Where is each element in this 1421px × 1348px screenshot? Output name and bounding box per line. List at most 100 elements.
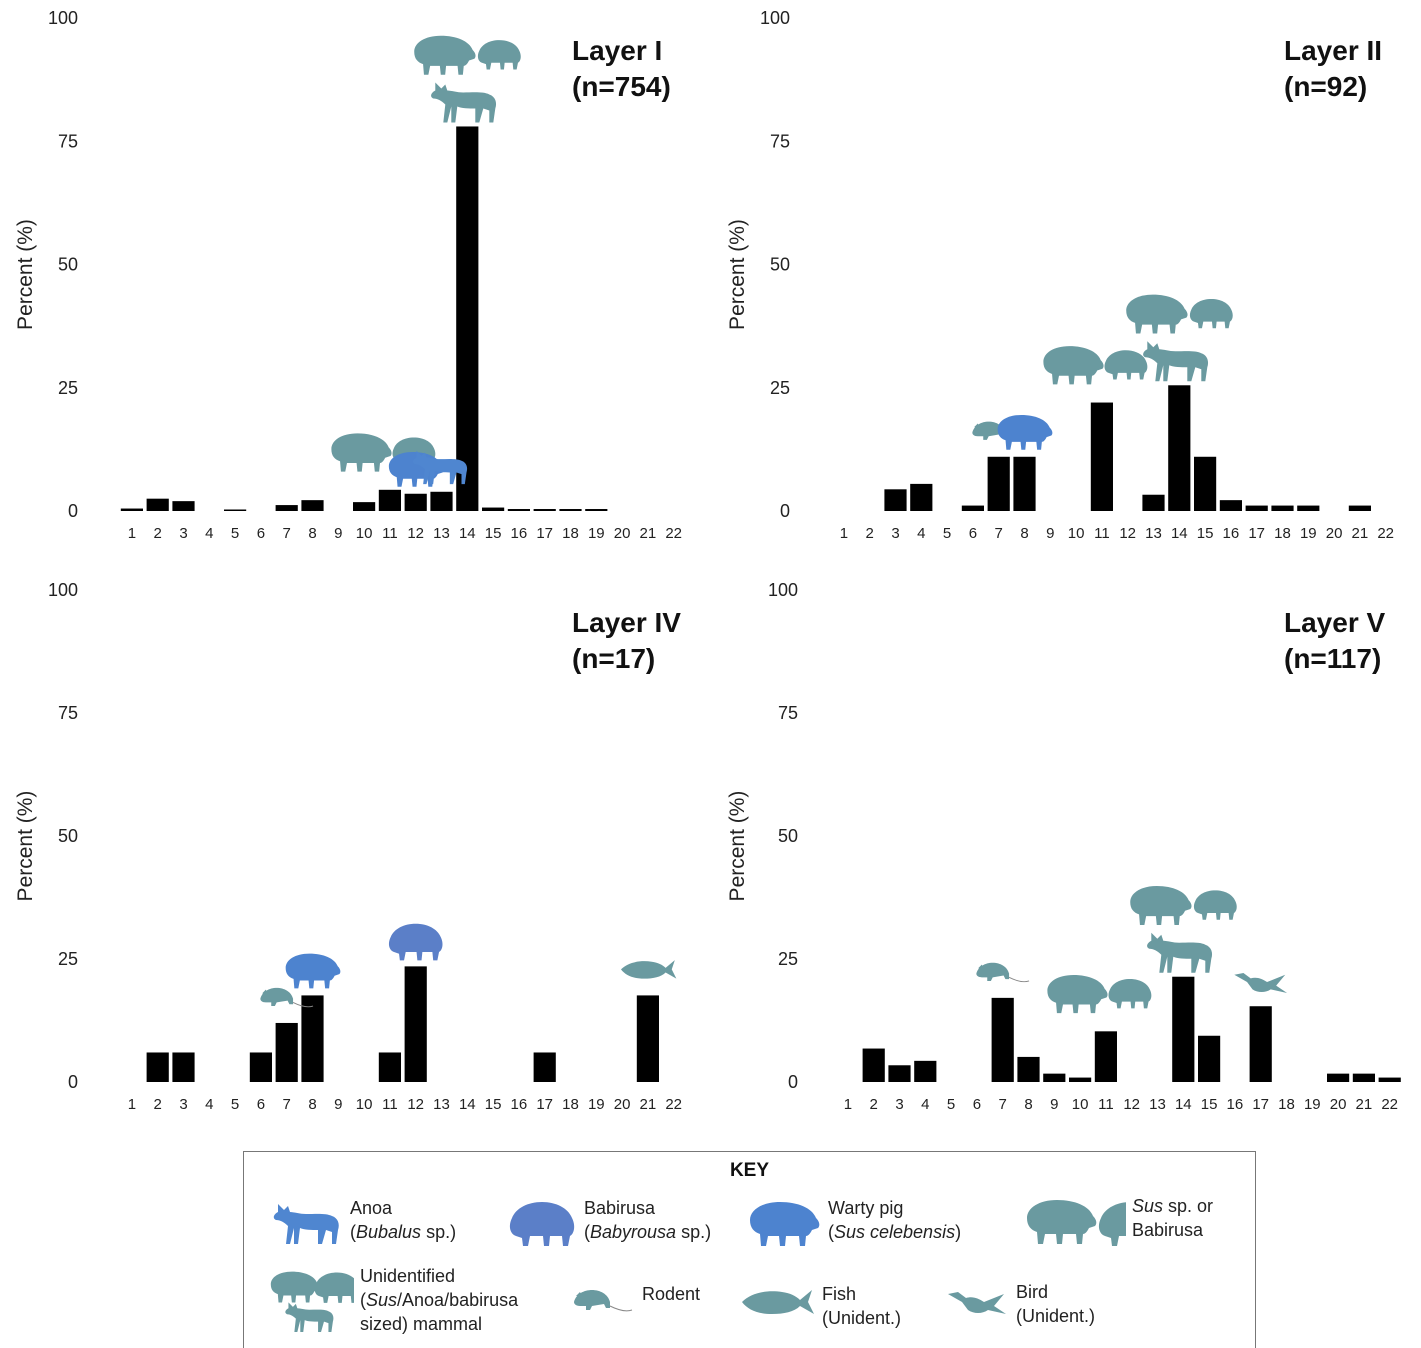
babirusa-icon bbox=[506, 1196, 578, 1248]
panel-1-bar-18 bbox=[559, 509, 582, 511]
panel-2-xtick-label: 5 bbox=[943, 525, 951, 542]
panel-2-xtick-label: 18 bbox=[1274, 525, 1291, 542]
panel-4-xtick-label: 13 bbox=[1149, 1096, 1166, 1113]
panel-1-bar-10 bbox=[353, 502, 376, 511]
panel-4-bar-20 bbox=[1327, 1073, 1350, 1082]
panel-2-xtick-label: 11 bbox=[1094, 525, 1110, 542]
key-item-babirusa: Babirusa (Babyrousa sp.) bbox=[506, 1196, 711, 1248]
panel-4-xtick-label: 8 bbox=[1024, 1096, 1032, 1113]
panel-4-xtick-label: 22 bbox=[1381, 1096, 1398, 1113]
key-rodent-label: Rodent bbox=[642, 1284, 701, 1304]
panel-2-bar-8 bbox=[1013, 456, 1036, 511]
key-bird-line1: Bird bbox=[1016, 1282, 1049, 1302]
panel-2-title: Layer II bbox=[1284, 35, 1382, 66]
panel-2-xtick-label: 3 bbox=[891, 525, 899, 542]
key-fish-line2: (Unident.) bbox=[822, 1308, 902, 1328]
panel-4-xtick-label: 4 bbox=[921, 1096, 929, 1113]
panel-4-bird-icon bbox=[1234, 972, 1288, 993]
panel-1-xtick-label: 10 bbox=[356, 525, 373, 542]
key-babirusa-line1: Babirusa bbox=[584, 1198, 656, 1218]
panel-4-bar-3 bbox=[888, 1065, 911, 1082]
panel-1-xtick-label: 5 bbox=[231, 525, 239, 542]
panel-3-bar-11 bbox=[378, 1052, 401, 1082]
key-warty-pig-line1: Warty pig bbox=[828, 1198, 904, 1218]
panel-2-bar-15 bbox=[1194, 456, 1217, 511]
panel-1-xtick-label: 3 bbox=[179, 525, 187, 542]
panel-1-ytick-label: 100 bbox=[48, 8, 78, 28]
panel-1-bar-3 bbox=[172, 501, 195, 511]
panel-2-bar-19 bbox=[1297, 505, 1320, 511]
key-warty-pig-latin: Sus celebensis bbox=[834, 1222, 956, 1242]
key-anoa-latin: Bubalus bbox=[356, 1222, 422, 1242]
fish-icon bbox=[738, 1282, 816, 1322]
panel-2-bar-18 bbox=[1271, 505, 1294, 511]
panel-3-xtick-label: 4 bbox=[205, 1096, 213, 1113]
panel-1-xtick-label: 19 bbox=[588, 525, 605, 542]
panel-1-bar-12 bbox=[404, 493, 427, 511]
panel-4-bar-11 bbox=[1094, 1031, 1117, 1082]
key-title: KEY bbox=[729, 1160, 770, 1181]
panel-2-xtick-label: 10 bbox=[1068, 525, 1085, 542]
panel-4-xtick-label: 19 bbox=[1304, 1096, 1321, 1113]
panel-3-bar-7 bbox=[275, 1022, 298, 1082]
panel-3-xtick-label: 5 bbox=[231, 1096, 239, 1113]
panel-3-bar-3 bbox=[172, 1052, 195, 1082]
panel-2-ytick-label: 100 bbox=[760, 8, 790, 28]
panel-2-bar-6 bbox=[961, 505, 984, 511]
panel-1-xtick-label: 7 bbox=[283, 525, 291, 542]
panel-4-xtick-label: 1 bbox=[844, 1096, 852, 1113]
panel-3-bar-17 bbox=[533, 1052, 556, 1082]
panel-4-bar-7 bbox=[991, 997, 1014, 1082]
panel-1-xtick-label: 14 bbox=[459, 525, 476, 542]
panel-2-xtick-label: 9 bbox=[1046, 525, 1054, 542]
panel-4-bar-9 bbox=[1043, 1073, 1066, 1082]
panel-2-xtick-label: 7 bbox=[995, 525, 1003, 542]
panel-3-xtick-label: 13 bbox=[433, 1096, 450, 1113]
panel-3-subtitle: (n=17) bbox=[572, 643, 655, 674]
panel-4-y-axis-title: Percent (%) bbox=[726, 791, 749, 902]
panel-3-xtick-label: 14 bbox=[459, 1096, 476, 1113]
panel-3-title: Layer IV bbox=[572, 607, 681, 638]
panel-2-ytick-label: 0 bbox=[780, 501, 790, 521]
panel-4-xtick-label: 2 bbox=[870, 1096, 878, 1113]
panel-2-xtick-label: 6 bbox=[969, 525, 977, 542]
panel-3-xtick-label: 21 bbox=[640, 1096, 657, 1113]
panel-3-xtick-label: 22 bbox=[665, 1096, 682, 1113]
panel-2-xtick-label: 17 bbox=[1248, 525, 1265, 542]
panel-1-xtick-label: 4 bbox=[205, 525, 213, 542]
panel-3-xtick-label: 19 bbox=[588, 1096, 605, 1113]
panel-1-xtick-label: 13 bbox=[433, 525, 450, 542]
panel-2-bar-14 bbox=[1168, 385, 1191, 511]
panel-4-xtick-label: 10 bbox=[1072, 1096, 1089, 1113]
panel-3-xtick-label: 18 bbox=[562, 1096, 579, 1113]
panel-4-bar-22 bbox=[1378, 1077, 1401, 1082]
panel-2-ytick-label: 25 bbox=[770, 378, 790, 398]
panel-3-ytick-label: 0 bbox=[68, 1072, 78, 1092]
panel-2-bar-4 bbox=[910, 483, 933, 511]
panel-1-xtick-label: 17 bbox=[536, 525, 553, 542]
panel-3-xtick-label: 17 bbox=[536, 1096, 553, 1113]
panel-4-bar-2 bbox=[862, 1048, 885, 1082]
panel-1-bar-19 bbox=[585, 509, 608, 511]
warty-pig-icon bbox=[746, 1196, 822, 1248]
panel-4-xtick-label: 3 bbox=[895, 1096, 903, 1113]
key-sus-latin: Sus bbox=[1132, 1196, 1164, 1216]
panel-3-xtick-label: 3 bbox=[179, 1096, 187, 1113]
panel-1-y-axis-title: Percent (%) bbox=[14, 219, 37, 330]
panel-2-ytick-label: 50 bbox=[770, 255, 790, 275]
key-item-fish: Fish (Unident.) bbox=[738, 1282, 901, 1330]
key-item-unidentified-mammal: Unidentified (Sus/Anoa/babirusa sized) m… bbox=[268, 1264, 518, 1336]
panel-4-xtick-label: 21 bbox=[1356, 1096, 1373, 1113]
panel-1-xtick-label: 8 bbox=[308, 525, 316, 542]
panel-1-xtick-label: 2 bbox=[154, 525, 162, 542]
panel-4-ytick-label: 75 bbox=[778, 703, 798, 723]
panel-2-y-axis-title: Percent (%) bbox=[726, 219, 749, 330]
panel-3-ytick-label: 50 bbox=[58, 826, 78, 846]
panel-3-ytick-label: 75 bbox=[58, 703, 78, 723]
panel-2-subtitle: (n=92) bbox=[1284, 71, 1367, 102]
panel-2-bar-21 bbox=[1348, 505, 1371, 511]
panel-4-ytick-label: 0 bbox=[788, 1072, 798, 1092]
panel-1-unidentified-mammal-icon bbox=[414, 35, 521, 123]
panel-2-bar-16 bbox=[1219, 500, 1242, 511]
panel-2-sus-or-babirusa-icon bbox=[1043, 346, 1148, 385]
